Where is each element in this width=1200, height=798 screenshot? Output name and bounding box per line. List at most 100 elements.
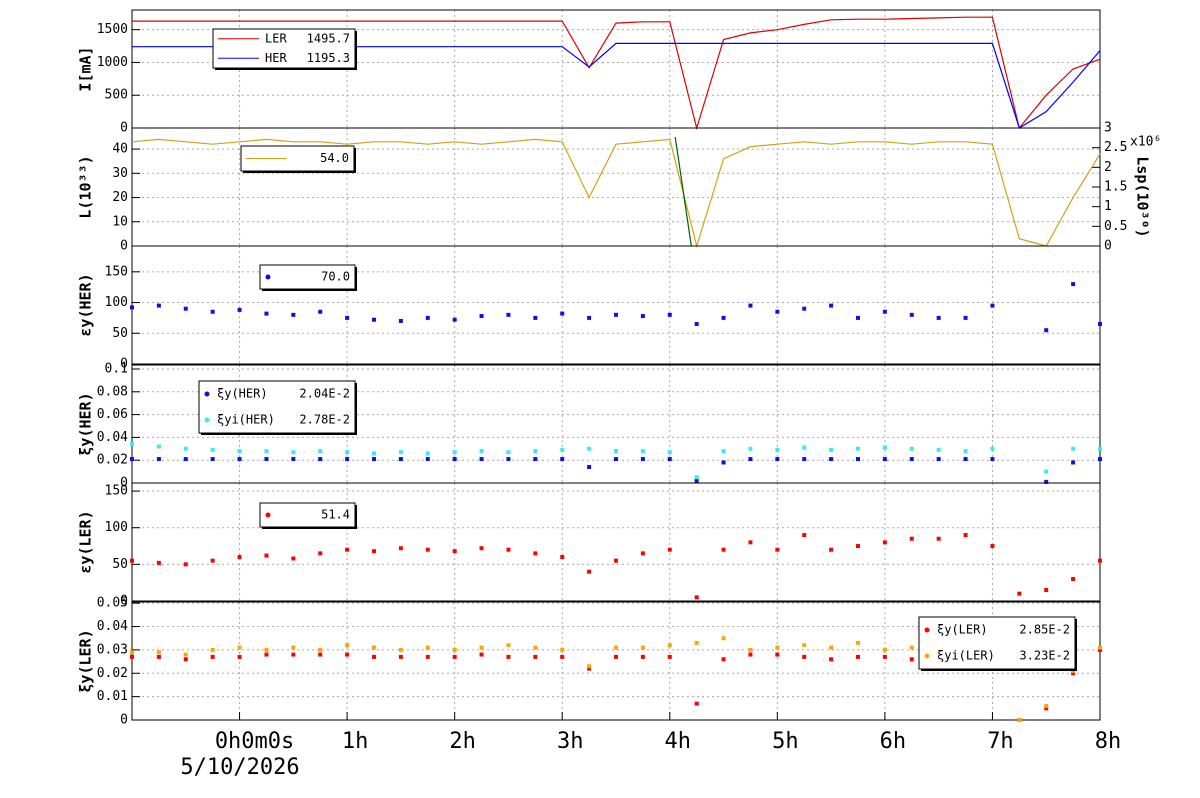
point [291,312,296,317]
point [614,312,618,317]
date-label: 5/10/2026 [180,755,299,780]
y-axis-label: εy(LER) [77,510,95,573]
y-tick-label: 0.03 [97,642,128,657]
y-axis-label: I[mA] [77,46,95,91]
y-tick-label: 0.05 [97,596,128,611]
legend-value: 1495.7 [307,31,350,45]
point [425,451,430,456]
point [506,312,511,317]
point [533,457,538,462]
y2-unit: x10⁶ [1130,135,1161,150]
point [183,657,188,662]
legend-label: ξyi(LER) [937,649,995,663]
point [640,457,645,462]
point [1098,322,1102,327]
point [963,315,968,320]
point [882,309,887,314]
point [210,447,215,452]
y-tick-label: 0.04 [97,619,128,634]
legend-box [259,502,356,528]
point [829,645,834,650]
point [748,303,753,308]
point [640,551,645,556]
legend-label: LER [265,31,287,45]
y-tick-label: 50 [112,557,128,572]
point [721,460,726,465]
point [694,595,699,600]
point [156,457,161,462]
point [425,654,430,659]
point [775,547,780,552]
point [264,311,269,316]
y-tick-label: 0.02 [97,453,128,468]
point [990,446,995,451]
point [882,647,887,652]
x-tick-label: 0h0m0s [215,729,294,754]
point [936,536,941,541]
point [721,657,726,662]
point [990,457,995,462]
point [452,450,457,455]
y-tick-label: 0 [120,476,128,491]
point [318,457,323,462]
y-tick-label: 100 [105,520,128,535]
point [156,444,161,449]
point [372,645,376,650]
point [452,647,457,652]
point [1017,591,1022,596]
point [909,536,914,541]
point [264,457,269,462]
point [1044,706,1049,711]
point [345,450,350,455]
series-line [131,138,1101,249]
legend-label: ξy(HER) [217,387,268,401]
point [318,652,323,657]
point [345,547,350,552]
point [1098,446,1102,451]
point [183,457,188,462]
point [130,442,134,447]
point [506,654,511,659]
point [829,447,834,452]
point [882,445,887,450]
x-tick-label: 8h [1095,729,1122,754]
point [264,652,269,657]
point [882,540,887,545]
legend-swatch [265,274,271,280]
point [291,645,296,650]
y-tick-label: 0 [120,239,128,254]
point [721,636,726,641]
point [479,314,484,319]
legend-value: 51.4 [321,508,350,522]
point [1044,479,1049,484]
point [183,652,188,657]
point [183,562,188,567]
point [237,457,242,462]
point [398,450,403,455]
point [990,303,995,308]
point [882,457,887,462]
point [318,449,323,454]
x-tick-label: 3h [557,729,584,754]
point [990,544,995,549]
point [775,652,780,657]
y-tick-label: 1500 [97,22,128,37]
x-tick-label: 1h [342,729,369,754]
point [802,643,807,648]
point [237,449,242,454]
point [614,645,618,650]
y-tick-label: 150 [105,264,128,279]
legend-swatch [924,653,930,659]
point [1071,282,1076,287]
point [614,654,618,659]
point [345,457,350,462]
y-tick-label: 150 [105,484,128,499]
y2-tick-label: 0 [1104,239,1112,254]
point [1098,457,1102,462]
point [237,654,242,659]
y-tick-label: 0 [120,357,128,372]
y-tick-label: 0.04 [97,430,128,445]
point [856,457,860,462]
legend-value: 3.23E-2 [1019,649,1070,663]
point [264,449,269,454]
